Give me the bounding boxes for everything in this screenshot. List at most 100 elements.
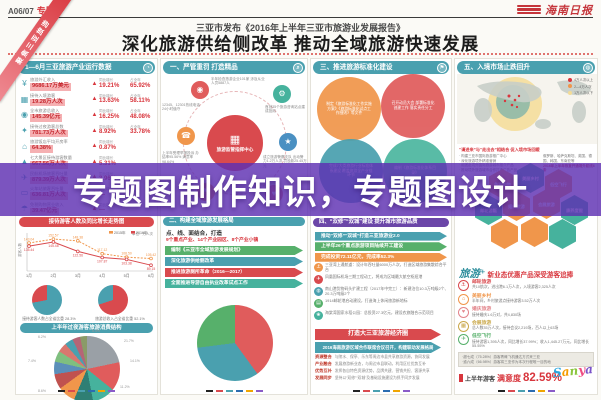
color-key-dash xyxy=(235,389,243,392)
stat-label: 全市旅游总收入 xyxy=(30,108,60,114)
item-detail: 接待婚庆1.6万对，共4,830场 xyxy=(472,312,521,317)
visitors-line-chart: 游客人数 单位：万人次 143.04 152.57 148.38 117.12 108.50… xyxy=(17,229,157,290)
item-title: 会展旅游 xyxy=(472,320,492,326)
svg-text:单位：万人次: 单位：万人次 xyxy=(132,231,153,236)
survey-note-line: ·逾六成（66.98%）游客将三亚作为本次行程唯一目的地 xyxy=(462,359,551,364)
stat-pct-head: 占全年 xyxy=(130,124,141,129)
project-text: 海棠湾国家水稻公园：总投资27.3亿元，建设农旅融合示范项目 xyxy=(325,309,434,315)
item-title: 邮轮旅游 xyxy=(472,280,492,285)
globe-icon: ◍ xyxy=(583,62,593,73)
up-arrow-icon: ▲ xyxy=(91,96,98,103)
接待入境游客-icon: ▦ xyxy=(20,94,29,104)
up-arrow-icon: ▲ xyxy=(91,80,98,87)
target-countries: 俄罗斯、哈萨克斯坦、英国、德国、韩国、东南亚等 xyxy=(543,154,592,163)
col4-header-label: 五、入境市场止跌回升 xyxy=(464,64,530,71)
stat-pct-head: 同比增长 xyxy=(99,93,114,98)
stat-labelbox: 接待过夜游客总数 781.73万人次 xyxy=(30,124,90,138)
svg-text:89.15: 89.15 xyxy=(147,267,156,271)
col1-header: 1—6月三亚旅游产业运行数据 ◔ xyxy=(18,61,155,74)
survey-note-box: ·超七成（75.28%）游客青睐飞机通达方式来三亚 ·逾六成（66.98%）游客… xyxy=(458,352,594,368)
color-key-dash xyxy=(537,389,545,392)
stat-pct-value: 13.63% xyxy=(99,98,120,105)
color-key-dash xyxy=(245,389,253,392)
hexagon-decorative xyxy=(521,217,548,247)
stat-pct-value: 8.92% xyxy=(99,129,117,136)
七大景区接待游客数量-icon: ▲ xyxy=(20,157,29,167)
stat-pct-head: 同比增长 xyxy=(99,78,114,83)
color-key-dash xyxy=(402,389,410,392)
item-body: 邮轮旅游 共10航次，进出港6.1万人次，入境游客2,325人次 xyxy=(472,280,595,290)
dotted-divider xyxy=(8,53,593,55)
column-standardization: 三、推进旅游标准化建设 ⚑ 制定《旅游标准化工作实施方案》《旅游标准化试点工作细则… xyxy=(310,58,452,395)
stat-share: 占全年 33.78% xyxy=(130,125,161,137)
stat-share: 占全年 65.92% xyxy=(130,78,161,90)
color-key-dash xyxy=(517,389,525,392)
sanya-brand-logo: Sanya xyxy=(552,362,593,380)
pie-slice-label: 7.4% xyxy=(28,359,36,363)
item-detail: 半年间，乡村旅游点接待游客3.52万人次 xyxy=(472,299,541,303)
legend-label: 4万人次以上 xyxy=(574,78,593,82)
stat-labelbox: 旅游外汇收入 9686.17万美元 xyxy=(30,77,90,91)
stat-pct-value: 65.92% xyxy=(130,82,151,89)
project-icon: ⚓ xyxy=(314,263,323,272)
stat-yoy: 同比增长 13.63% xyxy=(99,94,130,106)
megaphone-icon: ◉ xyxy=(191,81,209,99)
color-key-dash xyxy=(58,389,65,392)
stat-pct-head: 同比增长 xyxy=(99,140,114,145)
hexagon-decorative xyxy=(491,219,518,249)
definition-value: 与陵水、保亭、乐东等周边市县共享旅游资源，协同发展 xyxy=(334,355,430,359)
new-business-item-list: ⚓ 邮轮旅游 共10航次，进出港6.1万人次，入境游客2,325人次 ⌂ 美丽乡村 半年间… xyxy=(458,280,595,352)
color-key-dash xyxy=(68,389,75,392)
project-text: 凤凰国际机场三期工程动工，将成为区域最大航空枢纽港 xyxy=(325,274,423,280)
stat-share: 占全年 58.11% xyxy=(130,94,161,106)
会展旅游-icon: ▦ xyxy=(458,320,469,332)
legend-label: 2—4万人次 xyxy=(574,84,592,89)
definition-key: 资源整合 xyxy=(315,354,332,359)
svg-text:103.38: 103.38 xyxy=(121,261,131,265)
progress-arrow: 推动“双修”“双城”打造三亚旅游业2.0 xyxy=(315,231,447,241)
section2-lead: 点、线、面结合，打造 xyxy=(166,231,222,237)
project-bullet: ✈ 凤凰国际机场三期工程动工，将成为区域最大航空枢纽港 xyxy=(314,274,449,285)
col2-structure-pie xyxy=(197,305,273,381)
color-key-dash xyxy=(205,389,213,392)
color-key-dash xyxy=(382,389,390,392)
hotline-phone-icon: ☎ xyxy=(177,127,195,145)
svg-text:2015年: 2015年 xyxy=(114,230,126,235)
svg-text:5月: 5月 xyxy=(124,273,130,278)
legend-item: 1万人次以下 xyxy=(568,90,593,95)
up-arrow-icon: ▲ xyxy=(91,158,98,165)
stat-row: ▦ 接待入境游客 19.28万人次 ▲ 同比增长 13.63% 占全年 58.11% xyxy=(19,92,154,108)
new-business-item: ♥ 婚庆旅游 接待婚庆1.6万对，共4,830场 xyxy=(458,307,595,319)
color-key-dashes xyxy=(455,389,597,392)
item-body: 婚庆旅游 接待婚庆1.6万对，共4,830场 xyxy=(472,307,595,317)
stat-label: 接待入境游客 xyxy=(30,92,56,98)
venn-circle-mobilize: 召开动员大会 部署标准化创建工作 落实责任分工 xyxy=(381,74,445,138)
pie-slice-label: 11.2% xyxy=(120,385,130,389)
policy-banner: 深化旅游供给侧改革 xyxy=(165,257,303,266)
stat-labelbox: 接待入境游客 19.28万人次 xyxy=(30,93,90,107)
column-supervision: 一、严管重罚 打造精品⌕ ▦ 旅游监管指挥中心 ◉ ⚙ ☎ ★ ⚑ ♥ 半年检查… xyxy=(160,58,308,395)
newspaper-name: 海南日报 xyxy=(545,3,593,17)
stat-value: 64.38% xyxy=(30,145,53,153)
item-detail: 共10航次，进出港6.1万人次，入境游客2,325人次 xyxy=(472,285,556,290)
stat-row: ¥ 旅游外汇收入 9686.17万美元 ▲ 同比增长 19.21% 占全年 65.92% xyxy=(19,76,154,92)
inspection-note: 半年检查旅游企业101家 涉及从业人员5887人 xyxy=(211,77,265,86)
stat-value: 9686.17万美元 xyxy=(30,83,72,91)
kiosk-note: 首批35个旅游咨询站点建成投用 xyxy=(265,105,305,114)
svg-text:108.50: 108.50 xyxy=(121,252,131,256)
project-bullet: ⚓ 三亚湾上通航道：设计年吞吐量6000万人次，打造区域旅游集散综合平台 xyxy=(314,262,449,273)
logo-letter: a xyxy=(584,361,594,377)
inbound-strategy-note: “请进来”与“走出去”相结合 促入境市场回暖 xyxy=(459,147,540,152)
stat-labelbox: 全市旅游总收入 145.39亿元 xyxy=(30,108,90,122)
cooperation-arrow: 2016海南旅游区域合作联席会议召开，构建联动发展格局 xyxy=(315,342,441,353)
province-share-pie-visitors xyxy=(32,285,62,315)
color-key-dash xyxy=(527,389,535,392)
svg-text:145.48: 145.48 xyxy=(48,244,58,248)
definition-row: 优势互补 发挥各自特色资源优势，品牌共建、营销共担、客源共享 xyxy=(315,368,448,374)
definition-row: 产业融合 发展旅游新业态，与周边市县联动，利用区位优势互补 xyxy=(315,361,448,367)
project-bullet-list: ⚓ 三亚湾上通航道：设计年吞吐量6000万人次，打造区域旅游集散综合平台 ✈ 凤凰国际… xyxy=(314,262,449,322)
color-key-dash xyxy=(507,389,515,392)
project-icon: ❀ xyxy=(314,310,323,320)
旅游饭店平均开房率-icon: ⌂ xyxy=(22,141,27,151)
